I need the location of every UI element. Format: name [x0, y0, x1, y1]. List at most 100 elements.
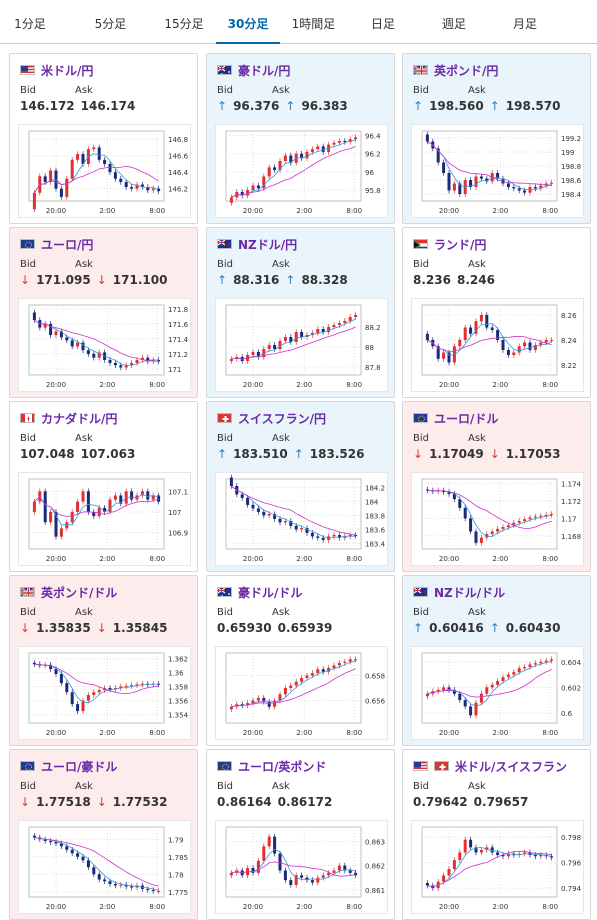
price-chart[interactable]: 1.362 1.36 1.358 1.356 1.354 20:00 2:00 8:00: [18, 646, 191, 740]
rate-card[interactable]: 豪ドル/ドル Bid Ask 0.65930 0.65939 0.658 0.656 20:0…: [206, 575, 395, 746]
price-chart[interactable]: 1.79 1.785 1.78 1.775 20:00 2:00 8:00: [18, 820, 191, 914]
price-chart[interactable]: 96.4 96.2 96 95.8 20:00 2:00 8:00: [215, 124, 388, 218]
tab-1[interactable]: 1分足: [14, 17, 46, 31]
pair-name[interactable]: 豪ドル/円: [238, 63, 291, 78]
rate-card[interactable]: ユーロ/豪ドル Bid Ask ↓ 1.77518 ↓ 1.77532 1.79 1.785 1.…: [9, 749, 198, 920]
rate-card[interactable]: NZドル/ドル Bid Ask ↑ 0.60416 ↑ 0.60430 0.604 0.602 0…: [402, 575, 591, 746]
price-chart[interactable]: 184.2 184 183.8 183.6 183.4 20:00 2:00 8:00: [215, 472, 388, 566]
pair-name[interactable]: ユーロ/豪ドル: [41, 759, 118, 774]
rate-card[interactable]: 豪ドル/円 Bid Ask ↑ 96.376 ↑ 96.383 96.4 96.2 96 95.8 2…: [206, 53, 395, 224]
candle-body: [76, 154, 80, 160]
x-tick-label: 20:00: [243, 381, 263, 389]
price-chart[interactable]: 1.174 1.172 1.17 1.168 20:00 2:00 8:00: [411, 472, 584, 566]
pair-name[interactable]: 米ドル/円: [41, 63, 94, 78]
price-chart[interactable]: 107.1 107 106.9 20:00 2:00 8:00: [18, 472, 191, 566]
candle-body: [92, 867, 96, 875]
tab-7[interactable]: 週足: [441, 17, 466, 31]
candle-body: [452, 183, 456, 191]
candle-body: [130, 491, 134, 500]
candle-body: [496, 330, 500, 340]
pair-name[interactable]: ユーロ/英ポンド: [238, 759, 327, 774]
candle-body: [124, 884, 128, 887]
candle-body: [113, 172, 117, 179]
eu-flag-icon: [20, 761, 35, 771]
candle-body: [92, 511, 96, 517]
price-chart[interactable]: 0.863 0.862 0.861 20:00 2:00 8:00: [215, 820, 388, 914]
ma-short-line: [231, 485, 356, 539]
y-tick-label: 1.362: [168, 656, 188, 664]
pair-name[interactable]: NZドル/ドル: [434, 585, 506, 600]
y-tick-label: 184.2: [365, 484, 385, 492]
candle-body: [157, 188, 161, 192]
y-tick-label: 146.8: [168, 136, 188, 144]
pair-name[interactable]: 米ドル/スイスフラン: [455, 759, 568, 774]
pair-name[interactable]: カナダドル/円: [41, 411, 118, 426]
candle-body: [86, 860, 90, 868]
tab-2[interactable]: 5分足: [94, 17, 127, 31]
price-chart[interactable]: 0.798 0.796 0.794 20:00 2:00 8:00: [411, 820, 584, 914]
x-tick-label: 20:00: [46, 729, 66, 737]
rate-card[interactable]: ユーロ/ドル Bid Ask ↓ 1.17049 ↓ 1.17053 1.174 1.172 1.…: [402, 401, 591, 572]
rate-card[interactable]: NZドル/円 Bid Ask ↑ 88.316 ↑ 88.328 88.2 88 87.8 20:0…: [206, 227, 395, 398]
candle-body: [550, 182, 554, 184]
pair-name[interactable]: NZドル/円: [238, 237, 298, 252]
candle-body: [86, 350, 90, 354]
bid-label: Bid: [217, 433, 233, 444]
bid-value: ↑ 88.316: [217, 273, 280, 287]
price-chart[interactable]: 0.658 0.656 20:00 2:00 8:00: [215, 646, 388, 740]
price-chart[interactable]: 146.8 146.6 146.4 146.2 20:00 2:00 8:00: [18, 124, 191, 218]
pair-name[interactable]: 英ポンド/ドル: [41, 585, 118, 600]
candle-body: [316, 669, 320, 673]
rate-card[interactable]: 英ポンド/円 Bid Ask ↑ 198.560 ↑ 198.570 199.2 199 198.…: [402, 53, 591, 224]
x-tick-label: 20:00: [439, 555, 459, 563]
rate-card[interactable]: カナダドル/円 Bid Ask 107.048 107.063 107.1 107 106.9…: [9, 401, 198, 572]
rate-card[interactable]: ランド/円 Bid Ask 8.236 8.246 8.26 8.24 8.22 20:00 2:…: [402, 227, 591, 398]
pair-name[interactable]: スイスフラン/円: [238, 411, 327, 426]
rate-card[interactable]: 米ドル/円 Bid Ask 146.172 146.174 146.8 146.6 146.4…: [9, 53, 198, 224]
price-chart[interactable]: 0.604 0.602 0.6 20:00 2:00 8:00: [411, 646, 584, 740]
x-tick-label: 2:00: [99, 207, 115, 215]
ask-value: ↑ 183.526: [293, 447, 365, 461]
candle-body: [70, 849, 74, 854]
rate-card[interactable]: ユーロ/英ポンド Bid Ask 0.86164 0.86172 0.863 0.862 0.…: [206, 749, 395, 920]
x-tick-label: 20:00: [46, 903, 66, 911]
rate-card[interactable]: 英ポンド/ドル Bid Ask ↓ 1.35835 ↓ 1.35845 1.362 1.36 1.…: [9, 575, 198, 746]
pair-name[interactable]: ユーロ/ドル: [434, 411, 499, 426]
candle-body: [354, 535, 358, 536]
arrow-up-icon: ↑: [293, 447, 304, 461]
rate-card[interactable]: スイスフラン/円 Bid Ask ↑ 183.510 ↑ 183.526 184.2 184 18…: [206, 401, 395, 572]
candle-body: [490, 847, 494, 853]
candle-body: [496, 528, 500, 532]
y-tick-label: 1.78: [168, 871, 184, 879]
chart-svg: 146.8 146.6 146.4 146.2 20:00 2:00 8:00: [28, 130, 189, 215]
pair-name[interactable]: ランド/円: [434, 237, 487, 252]
rate-card[interactable]: ユーロ/円 Bid Ask ↓ 171.095 ↓ 171.100 171.8 171.6 171…: [9, 227, 198, 398]
tab-8[interactable]: 月足: [512, 17, 537, 31]
pair-name[interactable]: 豪ドル/ドル: [238, 585, 303, 600]
price-chart[interactable]: 88.2 88 87.8 20:00 2:00 8:00: [215, 298, 388, 392]
tab-6[interactable]: 日足: [370, 17, 395, 31]
ask-value: 107.063: [80, 447, 136, 461]
candle-body: [108, 688, 112, 690]
candle-body: [229, 197, 233, 203]
za-flag-icon: [413, 239, 428, 249]
pair-name[interactable]: 英ポンド/円: [434, 63, 499, 78]
gb-flag-icon: [413, 65, 428, 75]
candle-body: [49, 170, 53, 183]
price-chart[interactable]: 8.26 8.24 8.22 20:00 2:00 8:00: [411, 298, 584, 392]
candle-body: [327, 872, 331, 876]
pair-name[interactable]: ユーロ/円: [41, 237, 94, 252]
tab-3[interactable]: 15分足: [164, 17, 204, 31]
candle-body: [327, 327, 331, 332]
x-tick-label: 20:00: [439, 381, 459, 389]
y-tick-label: 8.26: [561, 312, 577, 320]
tab-4[interactable]: 30分足: [216, 0, 280, 44]
rate-card[interactable]: 米ドル/スイスフラン Bid Ask 0.79642 0.79657 0.798 0.796…: [402, 749, 591, 920]
bid-label: Bid: [413, 85, 429, 96]
tab-5[interactable]: 1時間足: [291, 17, 336, 31]
candle-body: [256, 185, 260, 189]
candle-body: [447, 492, 451, 494]
candle-body: [289, 521, 293, 526]
price-chart[interactable]: 199.2 199 198.8 198.6 198.4 20:00 2:00 8:00: [411, 124, 584, 218]
price-chart[interactable]: 171.8 171.6 171.4 171.2 171 20:00 2:00 8:00: [18, 298, 191, 392]
